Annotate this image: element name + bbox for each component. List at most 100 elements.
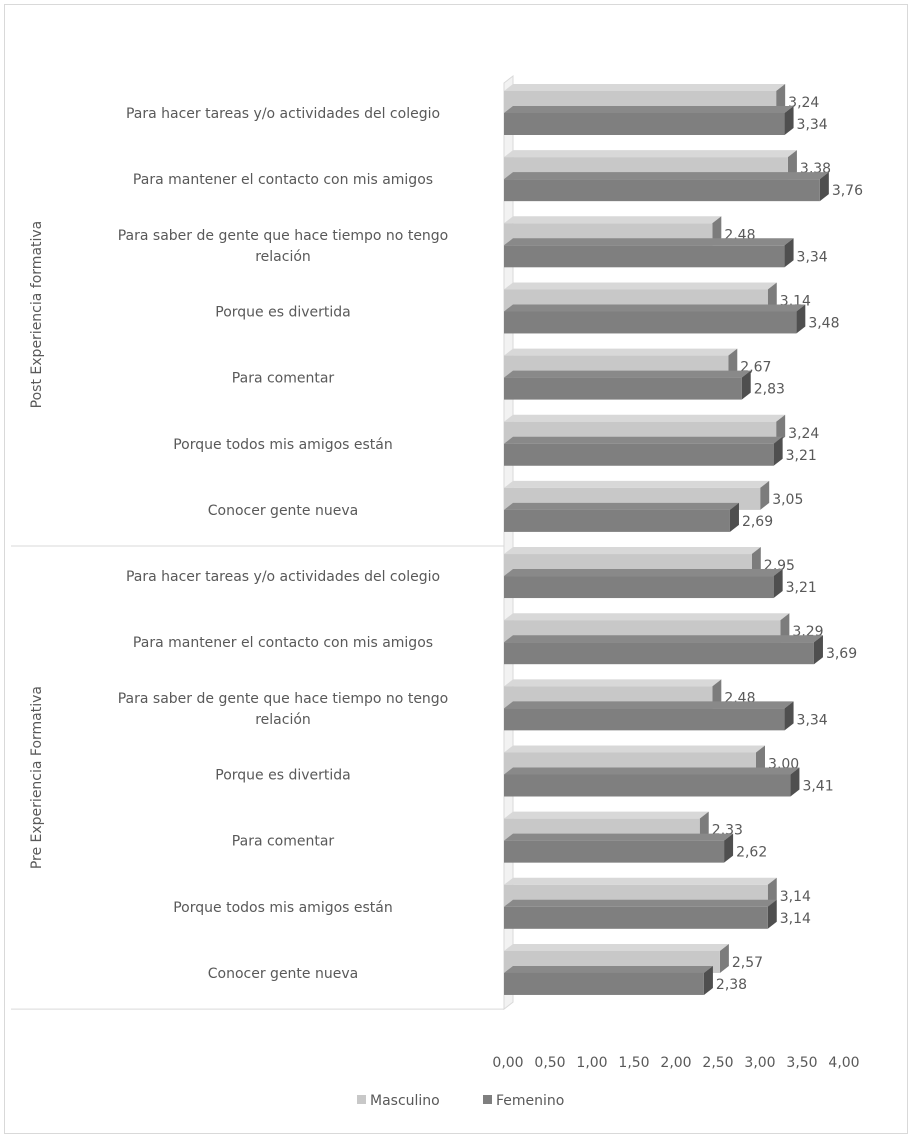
bar-side-face [780, 613, 790, 643]
bar [504, 972, 704, 995]
bar [504, 576, 774, 599]
bar-side-face [719, 943, 729, 973]
axis-wall [503, 74, 514, 1011]
bar-top-face [504, 943, 729, 951]
bar-side-face [751, 547, 761, 577]
bar-top-face [504, 282, 777, 290]
category-label: Porque es divertida [215, 768, 350, 784]
bar-top-face [504, 701, 794, 709]
value-label: 2,57 [732, 955, 763, 971]
bar [504, 179, 820, 202]
bar-side-face [784, 238, 794, 268]
bar [504, 377, 742, 400]
value-label: 2,69 [742, 514, 773, 530]
bar [504, 443, 774, 466]
value-label: 3,48 [808, 315, 839, 331]
bar-top-face [504, 502, 739, 510]
bar [504, 245, 785, 268]
value-label: 2,38 [716, 977, 747, 993]
bar-top-face [504, 965, 713, 973]
bar-top-face [504, 833, 734, 841]
bar [504, 906, 768, 929]
bar-top-face [504, 480, 770, 488]
bar-top-face [504, 216, 722, 224]
bar-side-face [741, 370, 751, 400]
bar-side-face [767, 877, 777, 907]
value-label: 3,21 [786, 448, 817, 464]
bar-side-face [776, 414, 786, 444]
bar-top-face [504, 370, 751, 378]
bar-top-face [504, 84, 786, 91]
bar-side-face [712, 216, 722, 246]
x-tick-label: 2,00 [660, 1055, 691, 1071]
bar-side-face [773, 436, 783, 466]
bar-side-face [728, 348, 738, 378]
chart: Post Experiencia formativa Pre Experienci… [11, 74, 863, 1109]
bar-side-face [712, 679, 722, 709]
x-tick-label: 4,00 [828, 1055, 859, 1071]
bar-side-face [724, 833, 734, 863]
x-tick-label: 2,50 [702, 1055, 733, 1071]
value-label: 3,34 [797, 712, 828, 728]
bar-top-face [504, 106, 794, 113]
category-label: Conocer gente nueva [208, 966, 358, 982]
category-label: Para saber de gente que hace tiempo no t… [118, 691, 449, 707]
bar-side-face [729, 502, 739, 532]
x-tick-label: 3,50 [786, 1055, 817, 1071]
group-label: Post Experiencia formativa [29, 221, 45, 409]
value-label: 3,21 [786, 580, 817, 596]
value-label: 3,14 [780, 889, 811, 905]
category-label: Para saber de gente que hace tiempo no t… [118, 228, 449, 244]
category-label: Porque todos mis amigos están [173, 437, 393, 453]
x-tick-label: 0,50 [534, 1055, 565, 1071]
value-label: 3,05 [772, 492, 803, 508]
bar-side-face [796, 304, 806, 334]
bar [504, 774, 791, 797]
bar-top-face [504, 899, 777, 907]
category-label: Porque es divertida [215, 304, 350, 320]
bar-side-face [790, 767, 800, 797]
bar [504, 642, 814, 665]
bar-top-face [504, 348, 738, 356]
category-label: Para hacer tareas y/o actividades del co… [126, 106, 440, 122]
bar-top-face [504, 238, 794, 246]
bar-top-face [504, 613, 790, 621]
bar-side-face [699, 811, 709, 841]
category-label: Para comentar [232, 371, 335, 387]
value-label: 2,83 [754, 382, 785, 398]
bar-top-face [504, 414, 786, 422]
bar [504, 311, 797, 334]
value-label: 3,34 [797, 249, 828, 265]
legend-label: Masculino [370, 1093, 440, 1109]
bar-top-face [504, 172, 829, 180]
x-tick-label: 0,00 [492, 1055, 523, 1071]
bar-top-face [504, 436, 783, 444]
value-label: 2,62 [736, 845, 767, 861]
value-label: 3,14 [780, 911, 811, 927]
value-label: 3,24 [788, 426, 819, 442]
bar-side-face [813, 635, 823, 665]
bar-top-face [504, 635, 823, 643]
bar-side-face [787, 150, 797, 180]
value-label: 3,41 [802, 779, 833, 795]
x-tick-label: 1,00 [576, 1055, 607, 1071]
bar-side-face [760, 480, 770, 510]
x-tick-label: 1,50 [618, 1055, 649, 1071]
category-label: relación [255, 249, 311, 265]
bar-top-face [504, 569, 783, 577]
category-label: Para comentar [232, 834, 335, 850]
bar [504, 840, 725, 863]
chart-frame: Post Experiencia formativa Pre Experienci… [4, 4, 908, 1134]
bar-side-face [776, 84, 786, 113]
bar-top-face [504, 767, 800, 775]
bar [504, 509, 730, 532]
category-label: Para mantener el contacto con mis amigos [133, 635, 433, 651]
bar-top-face [504, 811, 709, 819]
bar-top-face [504, 877, 777, 885]
category-label: Para hacer tareas y/o actividades del co… [126, 569, 440, 585]
legend-swatch [483, 1095, 492, 1104]
bar-side-face [756, 745, 765, 775]
value-label: 3,76 [832, 183, 863, 199]
bar-top-face [504, 745, 765, 753]
bar-top-face [504, 150, 797, 158]
